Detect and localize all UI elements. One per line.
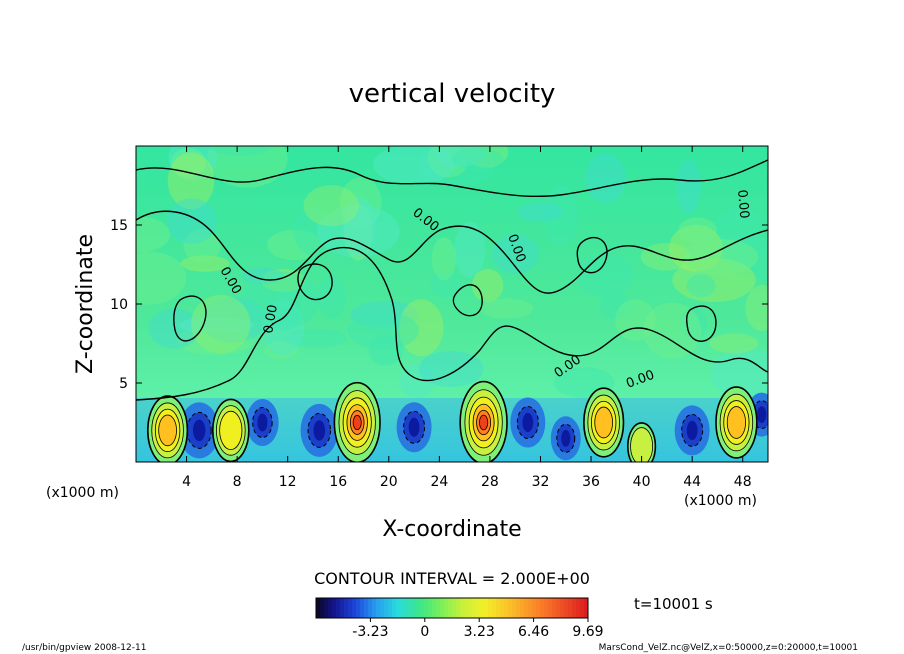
- x-tick-label: 8: [233, 474, 242, 490]
- contour-label: 0.00: [734, 189, 751, 219]
- x-tick-label: 12: [279, 474, 297, 490]
- downdraft-cell: [674, 405, 710, 456]
- x-axis: 4 8 12 16 20 24 28 32 36 40 44 48: [182, 146, 752, 490]
- x-tick-label: 40: [633, 474, 651, 490]
- colorbar-tick-label: 0: [420, 624, 429, 640]
- updraft-cell: [627, 422, 657, 462]
- x-tick-label: 24: [430, 474, 448, 490]
- colorbar-tick-label: 6.46: [518, 624, 549, 640]
- convective-cells: [147, 380, 768, 462]
- x-tick-label: 16: [329, 474, 347, 490]
- x-tick-label: 32: [532, 474, 550, 490]
- downdraft-cell: [246, 399, 279, 446]
- chart-title: vertical velocity: [349, 79, 556, 109]
- colorbar-tick-label: 9.69: [572, 624, 603, 640]
- x-tick-label: 36: [582, 474, 600, 490]
- y-axis-label: Z-coordinate: [73, 234, 98, 374]
- updraft-cell: [459, 380, 508, 462]
- y-tick-label: 15: [110, 218, 128, 234]
- downdraft-cell: [396, 402, 432, 453]
- downdraft-cell: [300, 403, 339, 457]
- contour-interval: CONTOUR INTERVAL = 2.000E+00: [314, 569, 590, 588]
- x-tick-label: 48: [734, 474, 752, 490]
- colorbar-frame: [315, 597, 589, 619]
- updraft-cell: [583, 387, 625, 458]
- time-label: t=10001 s: [634, 595, 713, 613]
- x-axis-label: X-coordinate: [382, 517, 521, 542]
- x-tick-label: 20: [380, 474, 398, 490]
- x-tick-label: 44: [683, 474, 701, 490]
- footer-program: /usr/bin/gpview 2008-12-11: [22, 643, 146, 653]
- updraft-cell: [333, 381, 381, 462]
- colorbar-tick-label: 3.23: [464, 624, 495, 640]
- x-units-left: (x1000 m): [46, 485, 119, 501]
- plot-area: 0.00 0.00 0.00 0.00 0.00 0.00 0.00: [136, 146, 768, 462]
- contour-label: 0.00: [261, 304, 281, 335]
- downdraft-cell: [550, 416, 581, 461]
- y-tick-label: 5: [119, 376, 128, 392]
- field-texture: [136, 146, 768, 399]
- x-units-right: (x1000 m): [684, 493, 757, 509]
- updraft-cell: [147, 395, 189, 462]
- x-tick-label: 28: [481, 474, 499, 490]
- y-axis: 5 10 15: [110, 218, 768, 392]
- updraft-cell: [715, 386, 758, 459]
- x-tick-label: 4: [182, 474, 191, 490]
- y-tick-label: 10: [110, 297, 128, 313]
- downdraft-cell: [510, 397, 546, 448]
- zero-contours: [136, 159, 768, 401]
- downdraft-cell: [179, 402, 220, 459]
- colorbar-tick-label: -3.23: [352, 624, 388, 640]
- footer-source: MarsCond_VelZ.nc@VelZ,x=0:50000,z=0:2000…: [599, 643, 858, 653]
- updraft-cell: [212, 398, 250, 462]
- colorbar: -3.23 0 3.23 6.46 9.69: [315, 597, 604, 640]
